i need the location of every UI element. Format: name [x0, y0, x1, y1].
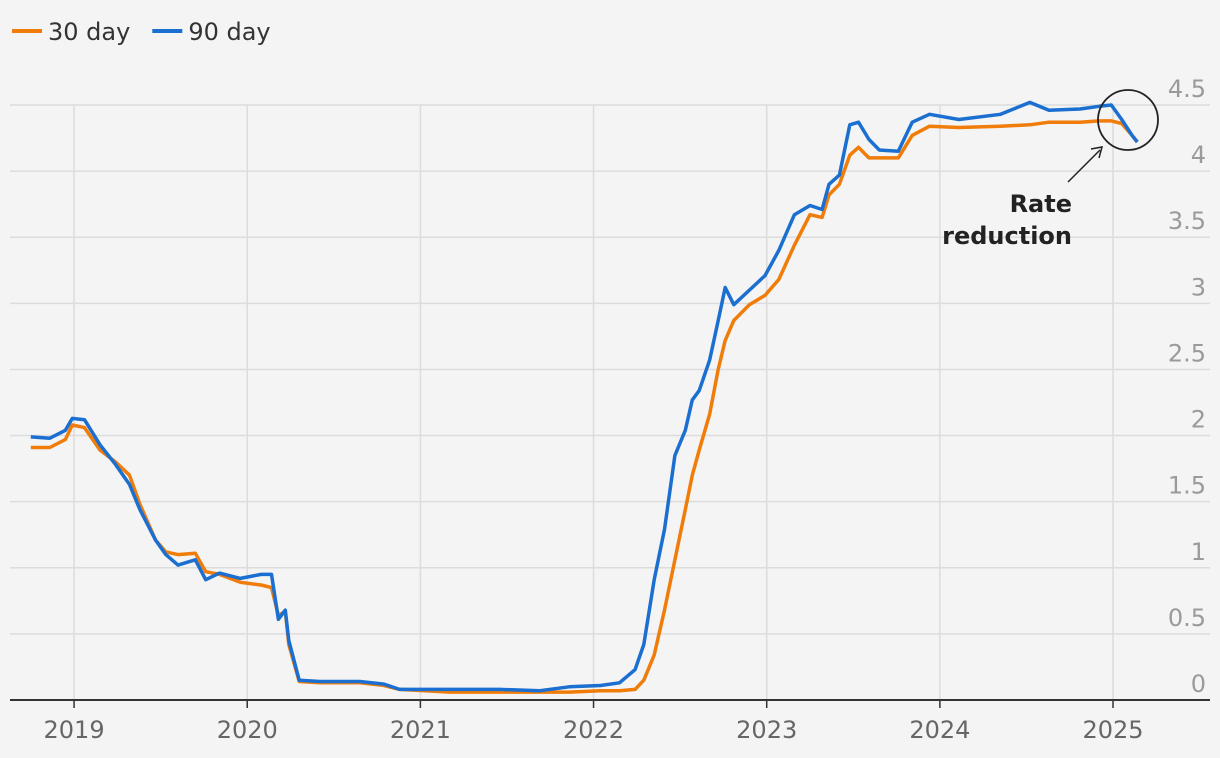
highlight-circle [1097, 89, 1159, 151]
x-tick-label: 2020 [217, 716, 278, 744]
legend-label: 90 day [188, 18, 270, 46]
x-tick-label: 2023 [736, 716, 797, 744]
x-tick-label: 2025 [1082, 716, 1143, 744]
y-tick-label: 1 [1191, 538, 1206, 566]
y-tick-label: 0.5 [1168, 604, 1206, 632]
annotation: reduction [942, 222, 1072, 250]
y-tick-label: 4 [1191, 141, 1206, 169]
y-tick-label: 1.5 [1168, 472, 1206, 500]
y-tick-label: 2 [1191, 406, 1206, 434]
y-tick-label: 3 [1191, 273, 1206, 301]
line [30, 100, 1139, 693]
y-tick-label: 0 [1191, 670, 1206, 698]
x-tick-label: 2021 [390, 716, 451, 744]
x-tick-label: 2024 [909, 716, 970, 744]
x-tick-label: 2022 [563, 716, 624, 744]
y-tick-label: 4.5 [1168, 75, 1206, 103]
line [30, 119, 1139, 694]
legend-label: 30 day [48, 18, 130, 46]
y-tick-label: 3.5 [1168, 207, 1206, 235]
annotation-arrowhead [1090, 146, 1104, 159]
annotation-arrow [1067, 149, 1101, 183]
x-tick-label: 2019 [44, 716, 105, 744]
y-tick-label: 2.5 [1168, 339, 1206, 367]
annotation: Rate [1010, 190, 1072, 218]
